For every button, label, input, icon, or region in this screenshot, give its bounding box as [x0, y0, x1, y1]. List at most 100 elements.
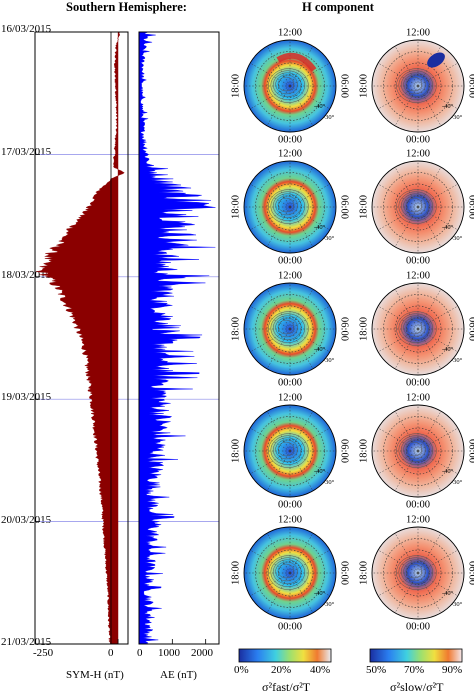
contour-line — [400, 559, 430, 585]
symh-series — [35, 31, 125, 645]
hour-label-noon: 12:00 — [278, 514, 302, 525]
meridian — [250, 85, 291, 110]
meridian — [417, 85, 458, 110]
hour-label-dawn: 06:00 — [467, 439, 474, 463]
latitude-ring — [278, 317, 302, 341]
meridian — [417, 450, 458, 475]
meridian — [417, 167, 442, 208]
contour-line — [403, 195, 426, 216]
contour-line — [396, 68, 437, 103]
contour-line — [277, 319, 295, 335]
hour-label-dawn: 06:00 — [467, 317, 474, 341]
hour-label-dawn: 06:00 — [339, 317, 350, 341]
polar-map-slow-4: 12:00 00:00 18:00 06:00 -40° -30° — [358, 392, 474, 510]
hour-label-dusk: 18:00 — [358, 439, 369, 463]
hour-label-midnight: 00:00 — [278, 499, 302, 510]
meridian — [378, 183, 419, 208]
polar-map-fast-2: 12:00 00:00 18:00 06:00 -40° -30° — [230, 148, 349, 266]
activity-band — [427, 52, 445, 68]
polar-map-fast-4: 12:00 00:00 18:00 06:00 -40° -30° — [230, 392, 349, 510]
meridian — [378, 549, 419, 574]
fast-cb-tick-40: 40% — [310, 664, 331, 676]
slow-cb-tick-90: 90% — [442, 664, 463, 676]
latitude-ring — [394, 549, 442, 597]
latitude-label: -30° — [451, 235, 463, 242]
ae-series — [138, 31, 216, 645]
latitude-label: -30° — [451, 114, 463, 121]
symh-tick-neg250: -250 — [33, 647, 54, 659]
slow-cb-tick-50: 50% — [366, 664, 387, 676]
polar-map-slow-2: 12:00 00:00 18:00 06:00 -40° -30° — [358, 148, 474, 266]
latitude-label: -40° — [442, 590, 454, 597]
contour-line — [396, 189, 437, 224]
date-label-5: 20/03/2015 — [1, 514, 52, 526]
date-label-6: 21/03/2015 — [1, 636, 52, 648]
latitude-label: -30° — [451, 601, 463, 608]
latitude-label: -40° — [314, 468, 326, 475]
contour-line — [396, 433, 437, 468]
contour-line — [400, 437, 430, 463]
latitude-ring — [278, 195, 302, 219]
meridian — [417, 549, 458, 574]
right-header: H component — [302, 0, 374, 14]
hour-label-dusk: 18:00 — [358, 195, 369, 219]
meridian — [266, 206, 291, 247]
meridian — [378, 62, 419, 87]
latitude-label: -40° — [442, 468, 454, 475]
latitude-ring — [266, 305, 314, 353]
contour-line — [272, 437, 302, 463]
contour-line — [405, 197, 423, 213]
hour-label-noon: 12:00 — [406, 27, 430, 38]
meridian — [250, 427, 291, 452]
meridian — [289, 328, 314, 369]
meridian — [289, 85, 330, 110]
contour-line — [403, 439, 426, 460]
contour-line — [400, 315, 430, 341]
meridian — [394, 572, 419, 613]
contour-line — [396, 311, 437, 346]
latitude-label: -30° — [323, 601, 335, 608]
hour-label-midnight: 00:00 — [406, 377, 430, 388]
fast-cb-tick-0: 0% — [234, 664, 249, 676]
hour-label-dusk: 18:00 — [358, 317, 369, 341]
contour-line — [272, 315, 302, 341]
meridian — [417, 572, 442, 613]
meridian — [289, 328, 330, 353]
contour-line — [275, 561, 298, 582]
contour-line — [275, 195, 298, 216]
latitude-ring — [266, 427, 314, 475]
axis-ticks — [34, 31, 207, 645]
polar-map-fast-3: 12:00 00:00 18:00 06:00 -40° -30° — [230, 270, 349, 388]
meridian — [289, 450, 330, 475]
latitude-ring — [406, 317, 430, 341]
latitude-label: -40° — [314, 346, 326, 353]
meridian — [417, 85, 442, 126]
meridian — [266, 289, 291, 330]
contour-line — [270, 313, 306, 343]
latitude-ring — [278, 439, 302, 463]
meridian — [394, 533, 419, 574]
meridian — [394, 411, 419, 452]
ae-tick-2000: 2000 — [191, 647, 213, 659]
meridian — [378, 305, 419, 330]
meridian — [289, 62, 330, 87]
contour-line — [270, 191, 306, 221]
latitude-ring — [406, 195, 430, 219]
hour-label-dusk: 18:00 — [230, 195, 241, 219]
contour-line — [275, 439, 298, 460]
ae-frame — [138, 31, 220, 645]
meridian — [417, 450, 442, 491]
hour-label-midnight: 00:00 — [278, 134, 302, 145]
fast-cb-tick-20: 20% — [271, 664, 292, 676]
latitude-ring — [394, 305, 442, 353]
hour-label-dawn: 06:00 — [339, 74, 350, 98]
contour-line — [268, 555, 309, 590]
symh-axis-label: SYM-H (nT) — [66, 669, 124, 681]
meridian — [250, 206, 291, 231]
hour-label-dawn: 06:00 — [339, 561, 350, 585]
latitude-ring — [406, 74, 430, 98]
polar-map-slow-5: 12:00 00:00 18:00 06:00 -40° -30° — [358, 514, 474, 632]
slow-cb-tick-70: 70% — [404, 664, 425, 676]
contour-line — [405, 319, 423, 335]
